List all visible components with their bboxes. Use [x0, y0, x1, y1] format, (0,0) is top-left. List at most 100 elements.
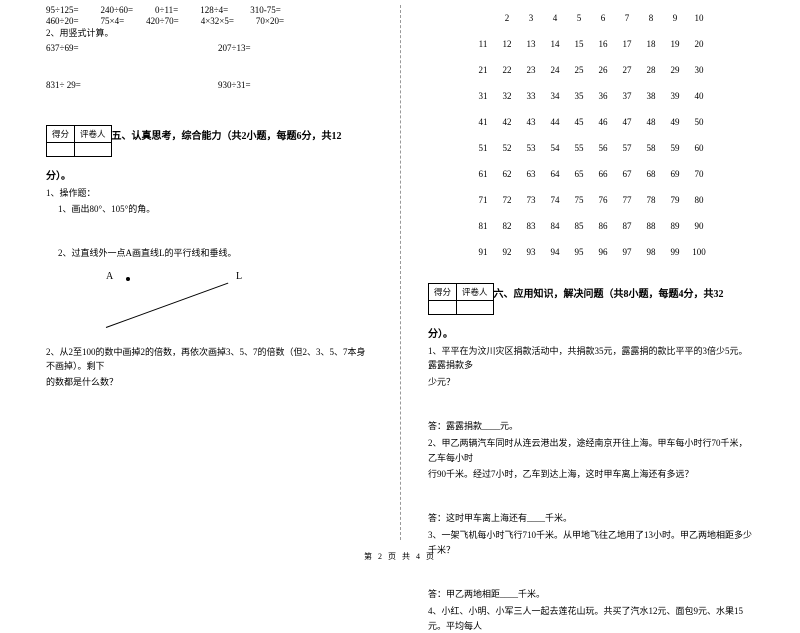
equation: 95÷125=	[46, 5, 79, 15]
grid-cell: 52	[495, 135, 519, 161]
q6-2a: 2、甲乙两辆汽车同时从连云港出发，途经南京开往上海。甲车每小时行70千米，乙车每…	[428, 436, 754, 465]
grid-cell: 38	[639, 83, 663, 109]
q6-1b: 少元？	[428, 375, 754, 389]
grid-cell: 74	[543, 187, 567, 213]
grid-cell: 42	[495, 109, 519, 135]
grid-cell: 63	[519, 161, 543, 187]
grid-cell: 98	[639, 239, 663, 265]
spacer	[46, 157, 372, 169]
equation: 4×32×5=	[201, 16, 234, 26]
grid-cell: 91	[471, 239, 495, 265]
grid-cell: 34	[543, 83, 567, 109]
equation: 831÷ 29=	[46, 80, 196, 90]
grid-cell: 55	[567, 135, 591, 161]
grid-cell: 50	[687, 109, 711, 135]
grid-cell: 69	[663, 161, 687, 187]
grid-cell: 26	[591, 57, 615, 83]
grid-cell: 93	[519, 239, 543, 265]
equation: 207÷13=	[218, 43, 251, 53]
grid-cell: 44	[543, 109, 567, 135]
grid-cell: 19	[663, 31, 687, 57]
grid-cell: 40	[687, 83, 711, 109]
grid-cell: 4	[543, 5, 567, 31]
grader-cell[interactable]	[75, 142, 112, 156]
grid-cell: 10	[687, 5, 711, 31]
grid-cell: 88	[639, 213, 663, 239]
grid-cell: 36	[591, 83, 615, 109]
grid-cell: 57	[615, 135, 639, 161]
equation-row-2: 460÷20= 75×4= 420÷70= 4×32×5= 70×20=	[46, 16, 372, 26]
equation: 637÷69=	[46, 43, 196, 53]
grid-cell: 66	[591, 161, 615, 187]
grid-cell: 92	[495, 239, 519, 265]
q6-4: 4、小红、小明、小军三人一起去莲花山玩。共买了汽水12元、面包9元、水果15元。…	[428, 604, 754, 633]
grid-cell: 7	[615, 5, 639, 31]
grid-cell	[471, 5, 495, 31]
spacer	[46, 54, 372, 80]
grid-cell: 21	[471, 57, 495, 83]
grid-cell: 58	[639, 135, 663, 161]
grid-cell: 94	[543, 239, 567, 265]
grid-cell: 27	[615, 57, 639, 83]
calc-row-1: 637÷69= 207÷13=	[46, 43, 372, 53]
spacer	[428, 315, 754, 327]
grid-cell: 20	[687, 31, 711, 57]
line-l-label: L	[236, 271, 242, 282]
grid-cell: 22	[495, 57, 519, 83]
spacer	[46, 218, 372, 246]
grid-cell: 39	[663, 83, 687, 109]
grader-cell[interactable]	[457, 301, 494, 315]
grid-cell: 99	[663, 239, 687, 265]
vertical-calc-label: 2、用竖式计算。	[46, 27, 372, 41]
grid-cell: 17	[615, 31, 639, 57]
grid-cell: 64	[543, 161, 567, 187]
grid-cell: 65	[567, 161, 591, 187]
score-label: 得分	[47, 125, 75, 142]
score-table: 得分 评卷人	[46, 125, 112, 157]
line-l	[106, 282, 229, 327]
grid-cell: 11	[471, 31, 495, 57]
section-5-tail: 分）。	[46, 169, 372, 184]
point-a-label: A	[106, 271, 113, 282]
grid-cell: 90	[687, 213, 711, 239]
grid-cell: 54	[543, 135, 567, 161]
q6-1a: 1、平平在为汶川灾区捐款活动中，共捐款35元，露露捐的款比平平的3倍少5元。露露…	[428, 344, 754, 373]
geometry-figure: A L	[46, 267, 372, 337]
grid-cell: 81	[471, 213, 495, 239]
grid-cell: 84	[543, 213, 567, 239]
score-cell[interactable]	[429, 301, 457, 315]
grid-cell: 78	[639, 187, 663, 213]
grid-cell: 14	[543, 31, 567, 57]
question-1-2: 2、过直线外一点A画直线L的平行线和垂线。	[58, 246, 372, 260]
answer-1: 答：露露捐款____元。	[428, 419, 754, 432]
grid-cell: 51	[471, 135, 495, 161]
grid-cell: 18	[639, 31, 663, 57]
grid-cell: 86	[591, 213, 615, 239]
grid-cell: 60	[687, 135, 711, 161]
section-5-header: 得分 评卷人 五、认真思考，综合能力（共2小题，每题6分，共12	[46, 117, 372, 157]
grid-cell: 75	[567, 187, 591, 213]
score-cell[interactable]	[47, 142, 75, 156]
grid-cell: 72	[495, 187, 519, 213]
grid-cell: 9	[663, 5, 687, 31]
equation: 70×20=	[256, 16, 284, 26]
equation: 0÷11=	[155, 5, 178, 15]
grid-cell: 24	[543, 57, 567, 83]
grid-cell: 49	[663, 109, 687, 135]
grid-cell: 6	[591, 5, 615, 31]
grid-cell: 85	[567, 213, 591, 239]
grid-cell: 31	[471, 83, 495, 109]
left-column: 95÷125= 240÷60= 0÷11= 128÷4= 310-75= 460…	[0, 5, 400, 540]
grid-cell: 45	[567, 109, 591, 135]
column-divider	[400, 5, 401, 540]
grid-cell: 83	[519, 213, 543, 239]
grid-cell: 61	[471, 161, 495, 187]
grid-cell: 5	[567, 5, 591, 31]
grid-cell: 53	[519, 135, 543, 161]
equation: 460÷20=	[46, 16, 79, 26]
grid-cell: 70	[687, 161, 711, 187]
grid-cell: 77	[615, 187, 639, 213]
grid-cell: 68	[639, 161, 663, 187]
grid-cell: 71	[471, 187, 495, 213]
grid-cell: 8	[639, 5, 663, 31]
